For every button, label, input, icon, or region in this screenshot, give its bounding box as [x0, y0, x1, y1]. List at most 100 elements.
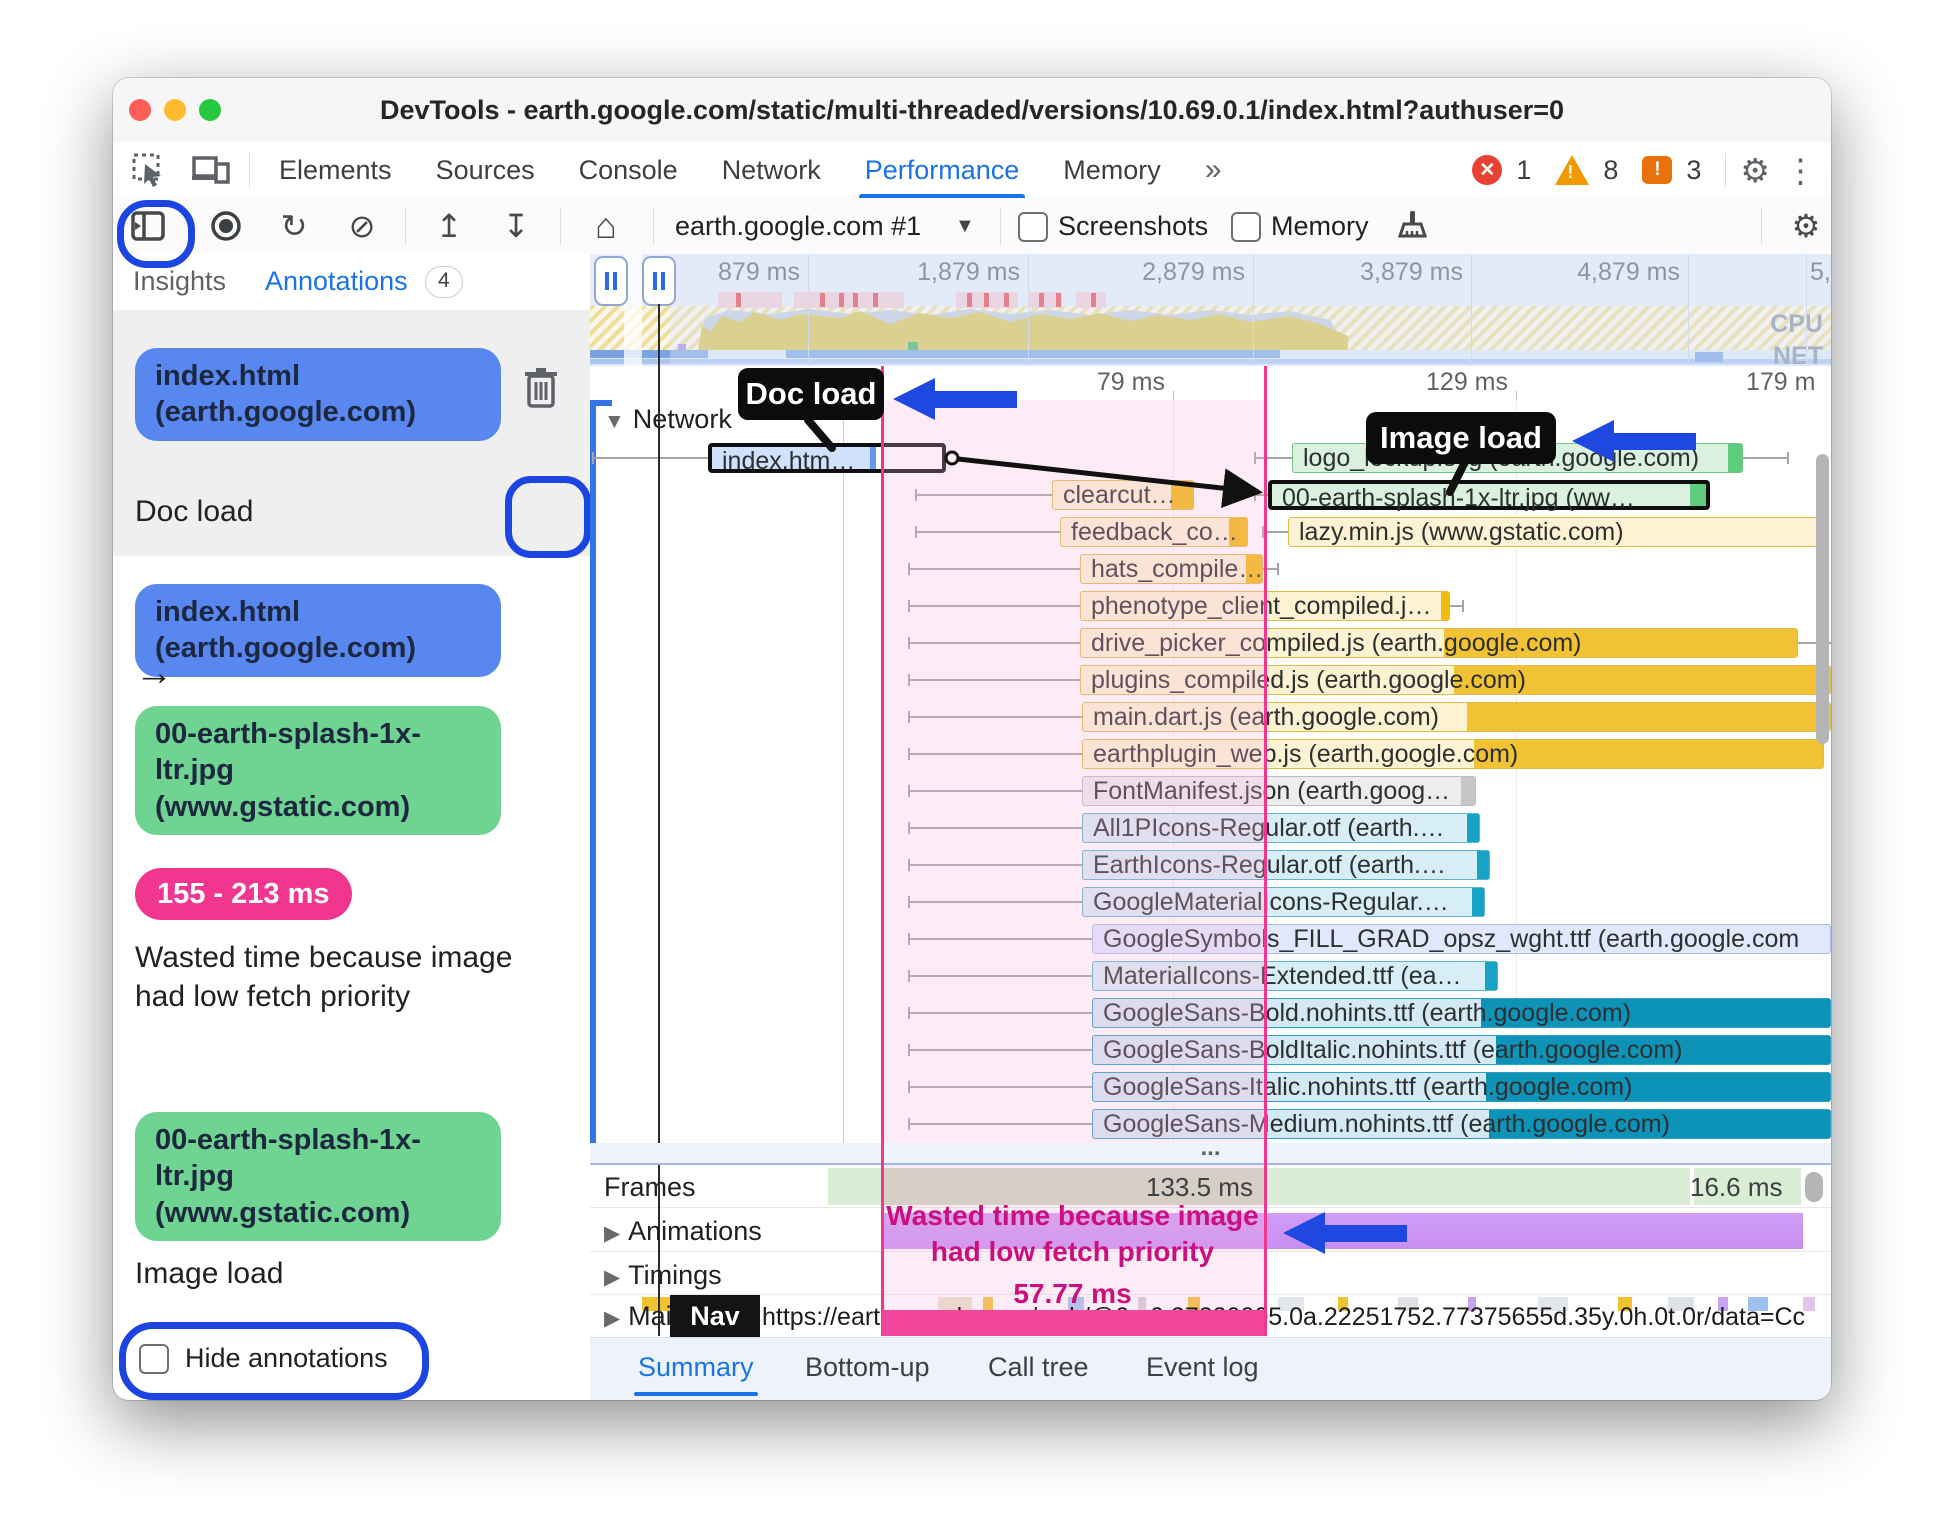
network-request-bar[interactable]: main.dart.js (earth.google.com): [1082, 702, 1831, 732]
network-request-bar[interactable]: feedback_co…: [1060, 517, 1248, 547]
frames-long-frame: [881, 1168, 1264, 1205]
tab-network[interactable]: Network: [721, 155, 821, 185]
tab-event-log[interactable]: Event log: [1146, 1352, 1259, 1382]
collect-garbage-icon[interactable]: [1391, 206, 1433, 246]
animations-track-label[interactable]: ▶ Animations: [604, 1216, 762, 1246]
minimap-network-chart: [590, 350, 1831, 366]
scrollbar-thumb[interactable]: [1816, 454, 1829, 744]
tab-call-tree[interactable]: Call tree: [988, 1352, 1089, 1382]
delete-annotation-icon[interactable]: [521, 366, 565, 414]
network-request-bar[interactable]: All1PIcons-Regular.otf (earth.…: [1082, 813, 1480, 843]
expand-triangle-icon: ▶: [604, 1266, 621, 1289]
zoom-window-button[interactable]: [199, 99, 221, 121]
timings-track[interactable]: ▶ Timings: [590, 1251, 1831, 1295]
warning-icon[interactable]: !: [1555, 155, 1590, 185]
chevron-down-icon[interactable]: ▼: [955, 215, 975, 237]
network-request-row: MaterialIcons-Extended.ttf (ea…: [590, 958, 1831, 995]
window-title: DevTools - earth.google.com/static/multi…: [379, 95, 1565, 125]
tab-bottom-up[interactable]: Bottom-up: [805, 1352, 930, 1382]
timeline-marker-line: [658, 304, 660, 1336]
network-request-row: FontManifest.json (earth.goog…: [590, 773, 1831, 810]
tab-sources[interactable]: Sources: [435, 155, 535, 185]
request-chip[interactable]: 00-earth-splash-1x-ltr.jpg (www.gstatic.…: [135, 1112, 501, 1241]
network-request-bar[interactable]: GoogleSans-Medium.nohints.ttf (earth.goo…: [1092, 1109, 1831, 1139]
minimap-left-handle[interactable]: [594, 256, 628, 306]
network-request-label: MaterialIcons-Extended.ttf (ea…: [1103, 962, 1462, 990]
network-request-bar[interactable]: GoogleSans-Italic.nohints.ttf (earth.goo…: [1092, 1072, 1831, 1102]
capture-settings-gear-icon[interactable]: ⚙: [1791, 208, 1821, 244]
request-chip[interactable]: index.html (earth.google.com): [135, 348, 501, 441]
tab-insights[interactable]: Insights: [133, 266, 227, 296]
annotation-label[interactable]: Wasted time because image had low fetch …: [135, 941, 513, 1013]
timeline-minimap[interactable]: CPU NET 879 ms 1,879 ms 2,879 ms 3,879 ms 4,…: [590, 254, 1831, 366]
upload-profile-icon[interactable]: ↥: [435, 208, 463, 244]
record-icon[interactable]: [205, 206, 247, 246]
issues-icon[interactable]: !: [1642, 156, 1673, 184]
animations-track[interactable]: ▶ Animations: [590, 1207, 1831, 1252]
home-icon[interactable]: ⌂: [595, 205, 617, 246]
network-request-label: earthplugin_web.js (earth.google.com): [1093, 740, 1519, 768]
reload-record-icon[interactable]: ↻: [280, 208, 308, 244]
tab-performance[interactable]: Performance: [858, 142, 1025, 198]
network-request-bar[interactable]: drive_picker_compiled.js (earth.google.c…: [1080, 628, 1798, 658]
error-icon[interactable]: ✕: [1472, 155, 1503, 185]
network-request-bar[interactable]: lazy.min.js (www.gstatic.com): [1288, 517, 1818, 547]
doc-load-annotation-label[interactable]: Doc load: [738, 368, 884, 420]
download-profile-icon[interactable]: ↧: [502, 208, 530, 244]
minimize-window-button[interactable]: [164, 99, 186, 121]
device-toolbar-icon[interactable]: [191, 152, 231, 188]
tab-elements[interactable]: Elements: [279, 155, 392, 185]
timings-track-label[interactable]: ▶ Timings: [604, 1260, 722, 1290]
annotation-circle-hide-checkbox: [119, 1322, 429, 1400]
panel-tabs: Elements Sources Console Network Perform…: [263, 142, 1222, 198]
frames-track[interactable]: Frames 133.5 ms 16.6 ms: [590, 1163, 1831, 1208]
network-request-bar[interactable]: GoogleMaterialIcons-Regular.…: [1082, 887, 1485, 917]
minimap-cpu-chart: [590, 306, 1831, 350]
network-request-bar[interactable]: FontManifest.json (earth.goog…: [1082, 776, 1476, 806]
clear-icon[interactable]: ⊘: [348, 208, 376, 244]
minimap-right-handle[interactable]: [642, 256, 676, 306]
tab-annotations[interactable]: Annotations: [265, 254, 408, 314]
kebab-menu-icon[interactable]: ⋮: [1784, 151, 1817, 189]
request-chip[interactable]: 00-earth-splash-1x-ltr.jpg (www.gstatic.…: [135, 706, 501, 835]
network-request-bar[interactable]: EarthIcons-Regular.otf (earth.…: [1082, 850, 1490, 880]
network-request-bar[interactable]: index.htm…: [708, 443, 946, 475]
inspect-element-icon[interactable]: [131, 152, 171, 188]
ruler-tick-label: 79 ms: [1096, 368, 1165, 396]
network-request-bar[interactable]: plugins_compiled.js (earth.google.com): [1080, 665, 1831, 695]
scrollbar-thumb[interactable]: [1805, 1172, 1823, 1202]
image-load-annotation-label[interactable]: Image load: [1366, 412, 1556, 464]
wasted-time-right-boundary: [1264, 366, 1267, 1336]
network-request-bar[interactable]: earthplugin_web.js (earth.google.com): [1082, 739, 1824, 769]
tab-memory[interactable]: Memory: [1063, 155, 1161, 185]
network-request-bar[interactable]: hats_compile…: [1080, 554, 1263, 584]
settings-gear-icon[interactable]: ⚙: [1740, 151, 1770, 189]
network-section-header[interactable]: ▼ Network: [604, 404, 732, 434]
network-request-bar[interactable]: GoogleSymbols_FILL_GRAD_opsz_wght.ttf (e…: [1092, 924, 1831, 954]
tab-console[interactable]: Console: [578, 155, 678, 185]
annotation-entry-doc-load[interactable]: index.html (earth.google.com) Doc load: [113, 310, 590, 556]
tab-summary[interactable]: Summary: [634, 1338, 758, 1400]
network-request-label: lazy.min.js (www.gstatic.com): [1299, 518, 1624, 546]
annotation-label[interactable]: Doc load: [135, 495, 254, 528]
network-overflow-indicator[interactable]: ...: [590, 1136, 1831, 1165]
target-select[interactable]: earth.google.com #1: [675, 211, 922, 241]
memory-checkbox[interactable]: [1231, 212, 1261, 242]
network-request-row: GoogleSans-Italic.nohints.ttf (earth.goo…: [590, 1069, 1831, 1106]
network-request-bar[interactable]: GoogleSans-Bold.nohints.ttf (earth.googl…: [1092, 998, 1831, 1028]
request-chip[interactable]: index.html (earth.google.com): [135, 584, 501, 677]
network-request-bar[interactable]: MaterialIcons-Extended.ttf (ea…: [1092, 961, 1498, 991]
annotation-label[interactable]: Image load: [135, 1257, 284, 1290]
network-request-bar[interactable]: GoogleSans-BoldItalic.nohints.ttf (earth…: [1092, 1035, 1831, 1065]
network-request-label: GoogleSans-Italic.nohints.ttf (earth.goo…: [1103, 1073, 1633, 1101]
more-tabs-icon[interactable]: »: [1204, 153, 1222, 186]
minimap-selected-window[interactable]: [624, 254, 642, 366]
network-request-bar[interactable]: 00-earth-splash-1x-ltr.jpg (ww…: [1268, 480, 1710, 512]
close-window-button[interactable]: [129, 99, 151, 121]
minimap-tick-label: 2,879 ms: [1142, 258, 1245, 286]
time-range-chip[interactable]: 155 - 213 ms: [135, 868, 352, 921]
nav-annotation-label[interactable]: Nav: [670, 1295, 760, 1337]
screenshots-checkbox[interactable]: [1018, 212, 1048, 242]
network-request-bar[interactable]: clearcut…: [1052, 480, 1194, 510]
annotation-circle-trash: [505, 476, 590, 558]
